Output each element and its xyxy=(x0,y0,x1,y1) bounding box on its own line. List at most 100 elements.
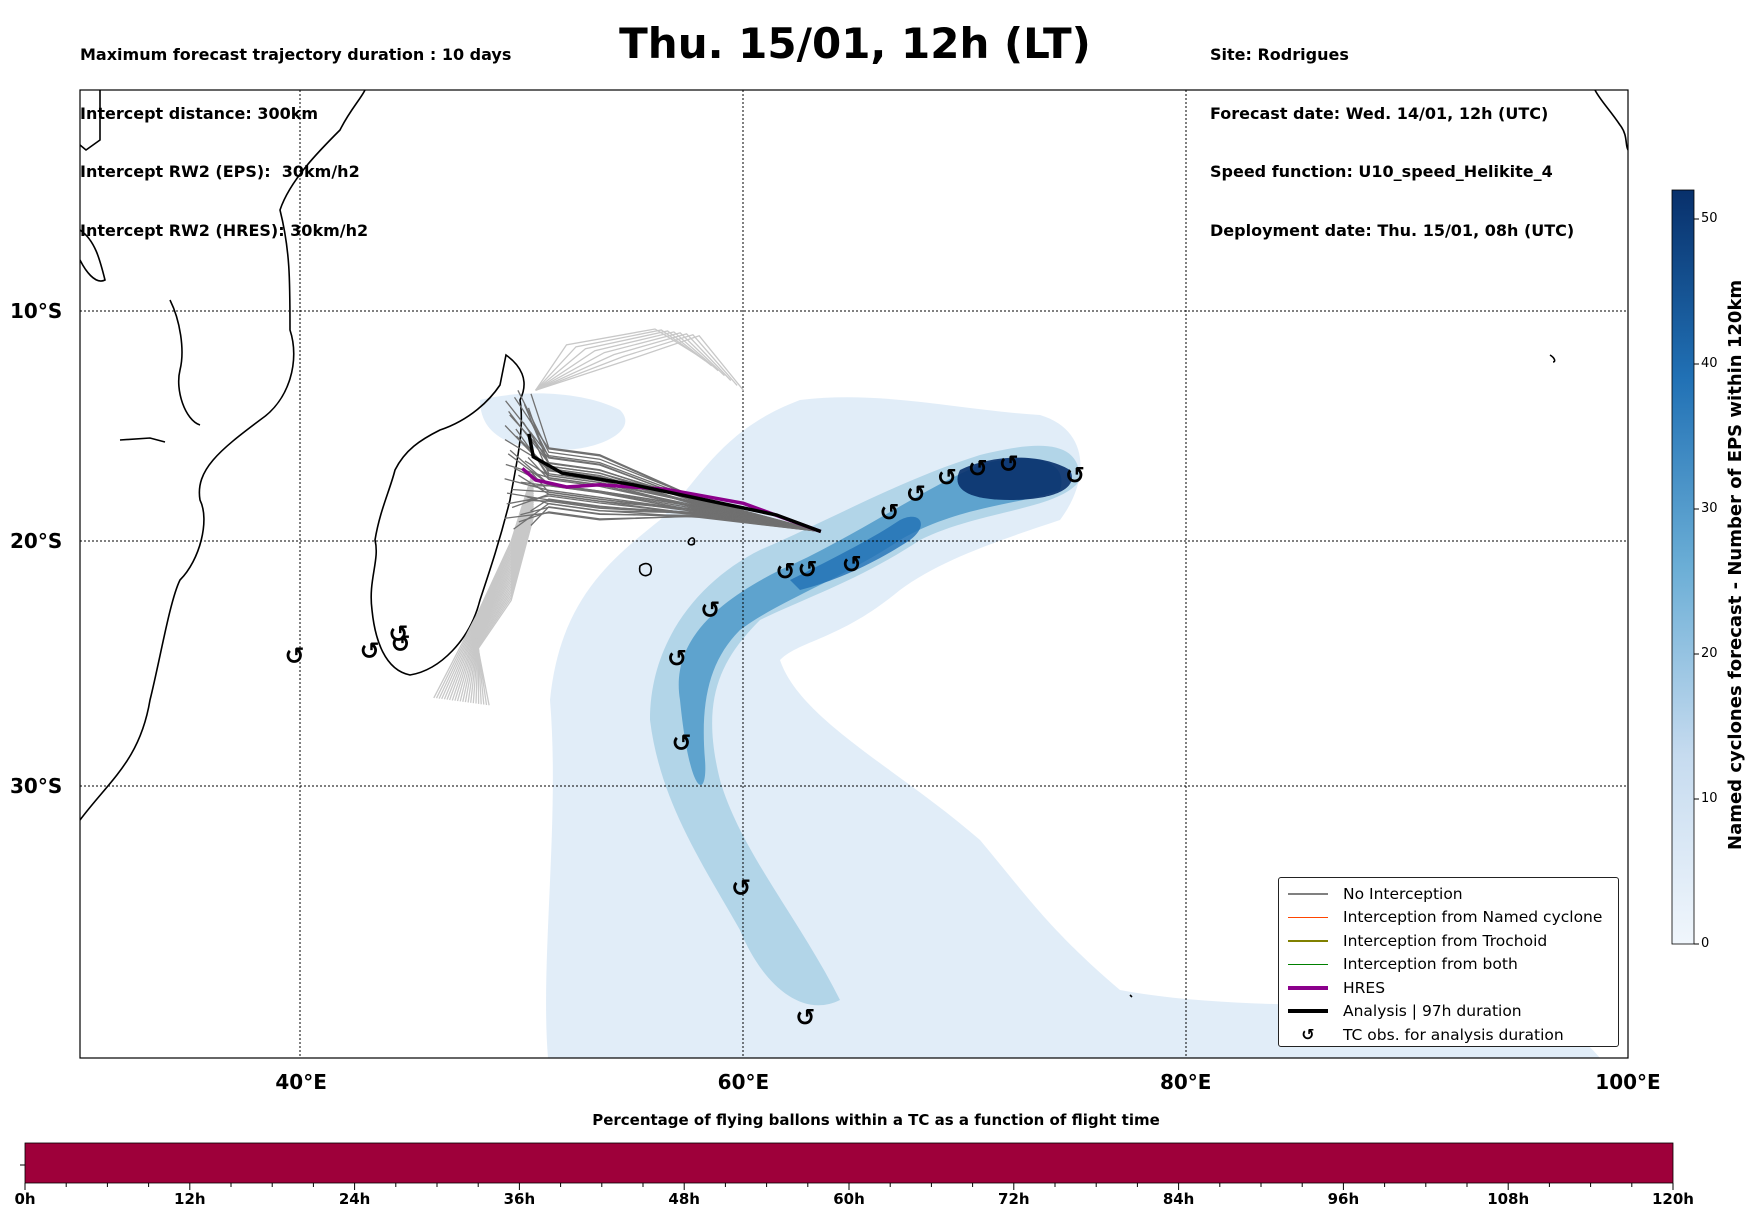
africa-coast xyxy=(80,90,366,821)
faint-trajectory xyxy=(467,499,534,703)
legend-item: Interception from Named cyclone xyxy=(1287,906,1610,930)
legend-line-swatch xyxy=(1288,916,1328,918)
faint-trajectory-north xyxy=(535,330,713,391)
colorbar-tick-label: 20 xyxy=(1701,646,1718,661)
faint-trajectory xyxy=(477,514,534,706)
cyclone-symbol-icon: ↺ xyxy=(667,645,687,673)
cyclone-symbol-icon: ↺ xyxy=(1301,1025,1315,1045)
legend-label: No Interception xyxy=(1343,884,1463,903)
hbar-tick-label: 12h xyxy=(174,1190,206,1208)
faint-trajectory-north xyxy=(535,334,738,391)
legend-swatch xyxy=(1287,934,1329,948)
hbar-tick-label: 36h xyxy=(503,1190,536,1208)
cyclone-symbol-icon: ↺ xyxy=(360,637,380,665)
lat-label: 10°S xyxy=(10,299,63,323)
cyclone-symbol-icon: ↺ xyxy=(842,551,862,579)
legend-item: ↺ TC obs. for analysis duration xyxy=(1287,1023,1610,1047)
legend-line-swatch xyxy=(1288,1009,1328,1014)
colorbar-horizontal xyxy=(24,1142,1674,1184)
cocos-island xyxy=(1549,354,1556,363)
madagascar-coast xyxy=(370,353,525,676)
header-line-rw2-eps: Intercept RW2 (EPS): 30km/h2 xyxy=(80,162,360,181)
somalia-coast xyxy=(80,229,106,282)
legend-line-swatch xyxy=(1288,985,1328,990)
legend-swatch xyxy=(1287,1004,1329,1018)
density-field xyxy=(480,393,1600,1058)
page-title: Thu. 15/01, 12h (LT) xyxy=(619,19,1091,68)
legend-swatch xyxy=(1287,910,1329,924)
legend-swatch xyxy=(1287,887,1329,901)
legend-swatch xyxy=(1287,981,1329,995)
lat-label: 30°S xyxy=(10,774,63,798)
lon-label: 80°E xyxy=(1159,1070,1212,1094)
density-max xyxy=(957,457,1072,500)
lon-label: 60°E xyxy=(717,1070,770,1094)
colorbar-vertical xyxy=(1671,189,1695,945)
cyclone-symbol-icon: ↺ xyxy=(968,454,988,482)
cyclone-symbol-icon: ↺ xyxy=(795,1003,815,1031)
faint-trajectory xyxy=(441,477,534,700)
cyclone-symbol-icon: ↺ xyxy=(1065,461,1085,489)
colorbar-tick-label: 10 xyxy=(1701,791,1718,806)
hbar-tick-label: 84h xyxy=(1162,1190,1195,1208)
hbar-tick-label: 108h xyxy=(1487,1190,1530,1208)
header-line-distance: Intercept distance: 300km xyxy=(80,103,319,123)
legend-line-swatch xyxy=(1288,940,1328,942)
reunion-island xyxy=(638,562,653,577)
header-line-deployment-date: Deployment date: Thu. 15/01, 08h (UTC) xyxy=(1210,220,1575,240)
faint-trajectory xyxy=(472,503,534,704)
mauritius-island xyxy=(687,537,696,546)
sumatra-coast xyxy=(1594,90,1628,151)
cyclone-symbol-icon: ↺ xyxy=(999,450,1019,478)
cyclone-symbol-icon: ↺ xyxy=(700,596,720,624)
faint-trajectories xyxy=(433,328,744,706)
legend-item: Interception from both xyxy=(1287,953,1610,977)
colorbar-horizontal-title: Percentage of flying ballons within a TC… xyxy=(592,1111,1160,1129)
faint-trajectory xyxy=(462,494,534,702)
faint-trajectory xyxy=(475,506,534,704)
faint-trajectory-north xyxy=(535,335,744,391)
colorbar-horizontal-minor-ticks xyxy=(24,1183,1674,1190)
legend-label: Analysis | 97h duration xyxy=(1343,1002,1522,1021)
hbar-tick-label: 72h xyxy=(998,1190,1030,1208)
faint-trajectory xyxy=(477,508,534,704)
map-frame xyxy=(79,89,1629,1059)
legend-item: Analysis | 97h duration xyxy=(1287,1000,1610,1024)
ensemble-trajectory xyxy=(513,502,821,533)
faint-trajectory-north xyxy=(535,331,719,391)
lat-label: 20°S xyxy=(10,528,63,553)
faint-trajectory xyxy=(433,470,534,699)
legend-label: Interception from both xyxy=(1343,955,1518,974)
header-line-rw2-hres: Intercept RW2 (HRES): 30km/h2 xyxy=(80,220,369,240)
legend-label: HRES xyxy=(1343,978,1386,997)
faint-trajectory xyxy=(477,517,534,706)
colorbar-tick-label: 40 xyxy=(1701,356,1718,371)
amsterdam-island xyxy=(1129,994,1133,998)
faint-trajectory-north xyxy=(535,333,732,391)
legend-item: HRES xyxy=(1287,976,1610,1000)
header-line-speed-function: Speed function: U10_speed_Helikite_4 xyxy=(1210,162,1553,181)
cyclone-symbol-icon: ↺ xyxy=(731,874,751,902)
header-right-info: Site: Rodrigues Forecast date: Wed. 14/0… xyxy=(1210,6,1574,260)
faint-trajectory xyxy=(477,510,534,705)
faint-trajectory xyxy=(435,472,534,699)
hbar-tick-label: 24h xyxy=(338,1190,371,1208)
colorbar-vertical-title: Named cyclones forecast - Number of EPS … xyxy=(1725,279,1746,851)
hres-track xyxy=(521,467,822,534)
faint-trajectory xyxy=(459,492,534,702)
faint-trajectory xyxy=(454,488,534,701)
cyclone-symbol-icon: ↺ xyxy=(284,642,304,670)
faint-trajectory xyxy=(456,490,534,702)
header-line-forecast-date: Forecast date: Wed. 14/01, 12h (UTC) xyxy=(1210,103,1549,123)
cyclone-symbol-icon: ↺ xyxy=(388,620,408,648)
hbar-tick-label: 120h xyxy=(1652,1190,1694,1208)
cyclone-symbol-icon: ↺ xyxy=(798,555,818,583)
lon-label: 100°E xyxy=(1595,1070,1661,1094)
header-line-duration: Maximum forecast trajectory duration : 1… xyxy=(80,45,512,64)
hbar-tick-label: 60h xyxy=(833,1190,865,1208)
legend-swatch xyxy=(1287,957,1329,971)
legend-item: Interception from Trochoid xyxy=(1287,929,1610,953)
faint-trajectory xyxy=(446,481,534,700)
mozambique-channel-islands xyxy=(169,299,201,426)
